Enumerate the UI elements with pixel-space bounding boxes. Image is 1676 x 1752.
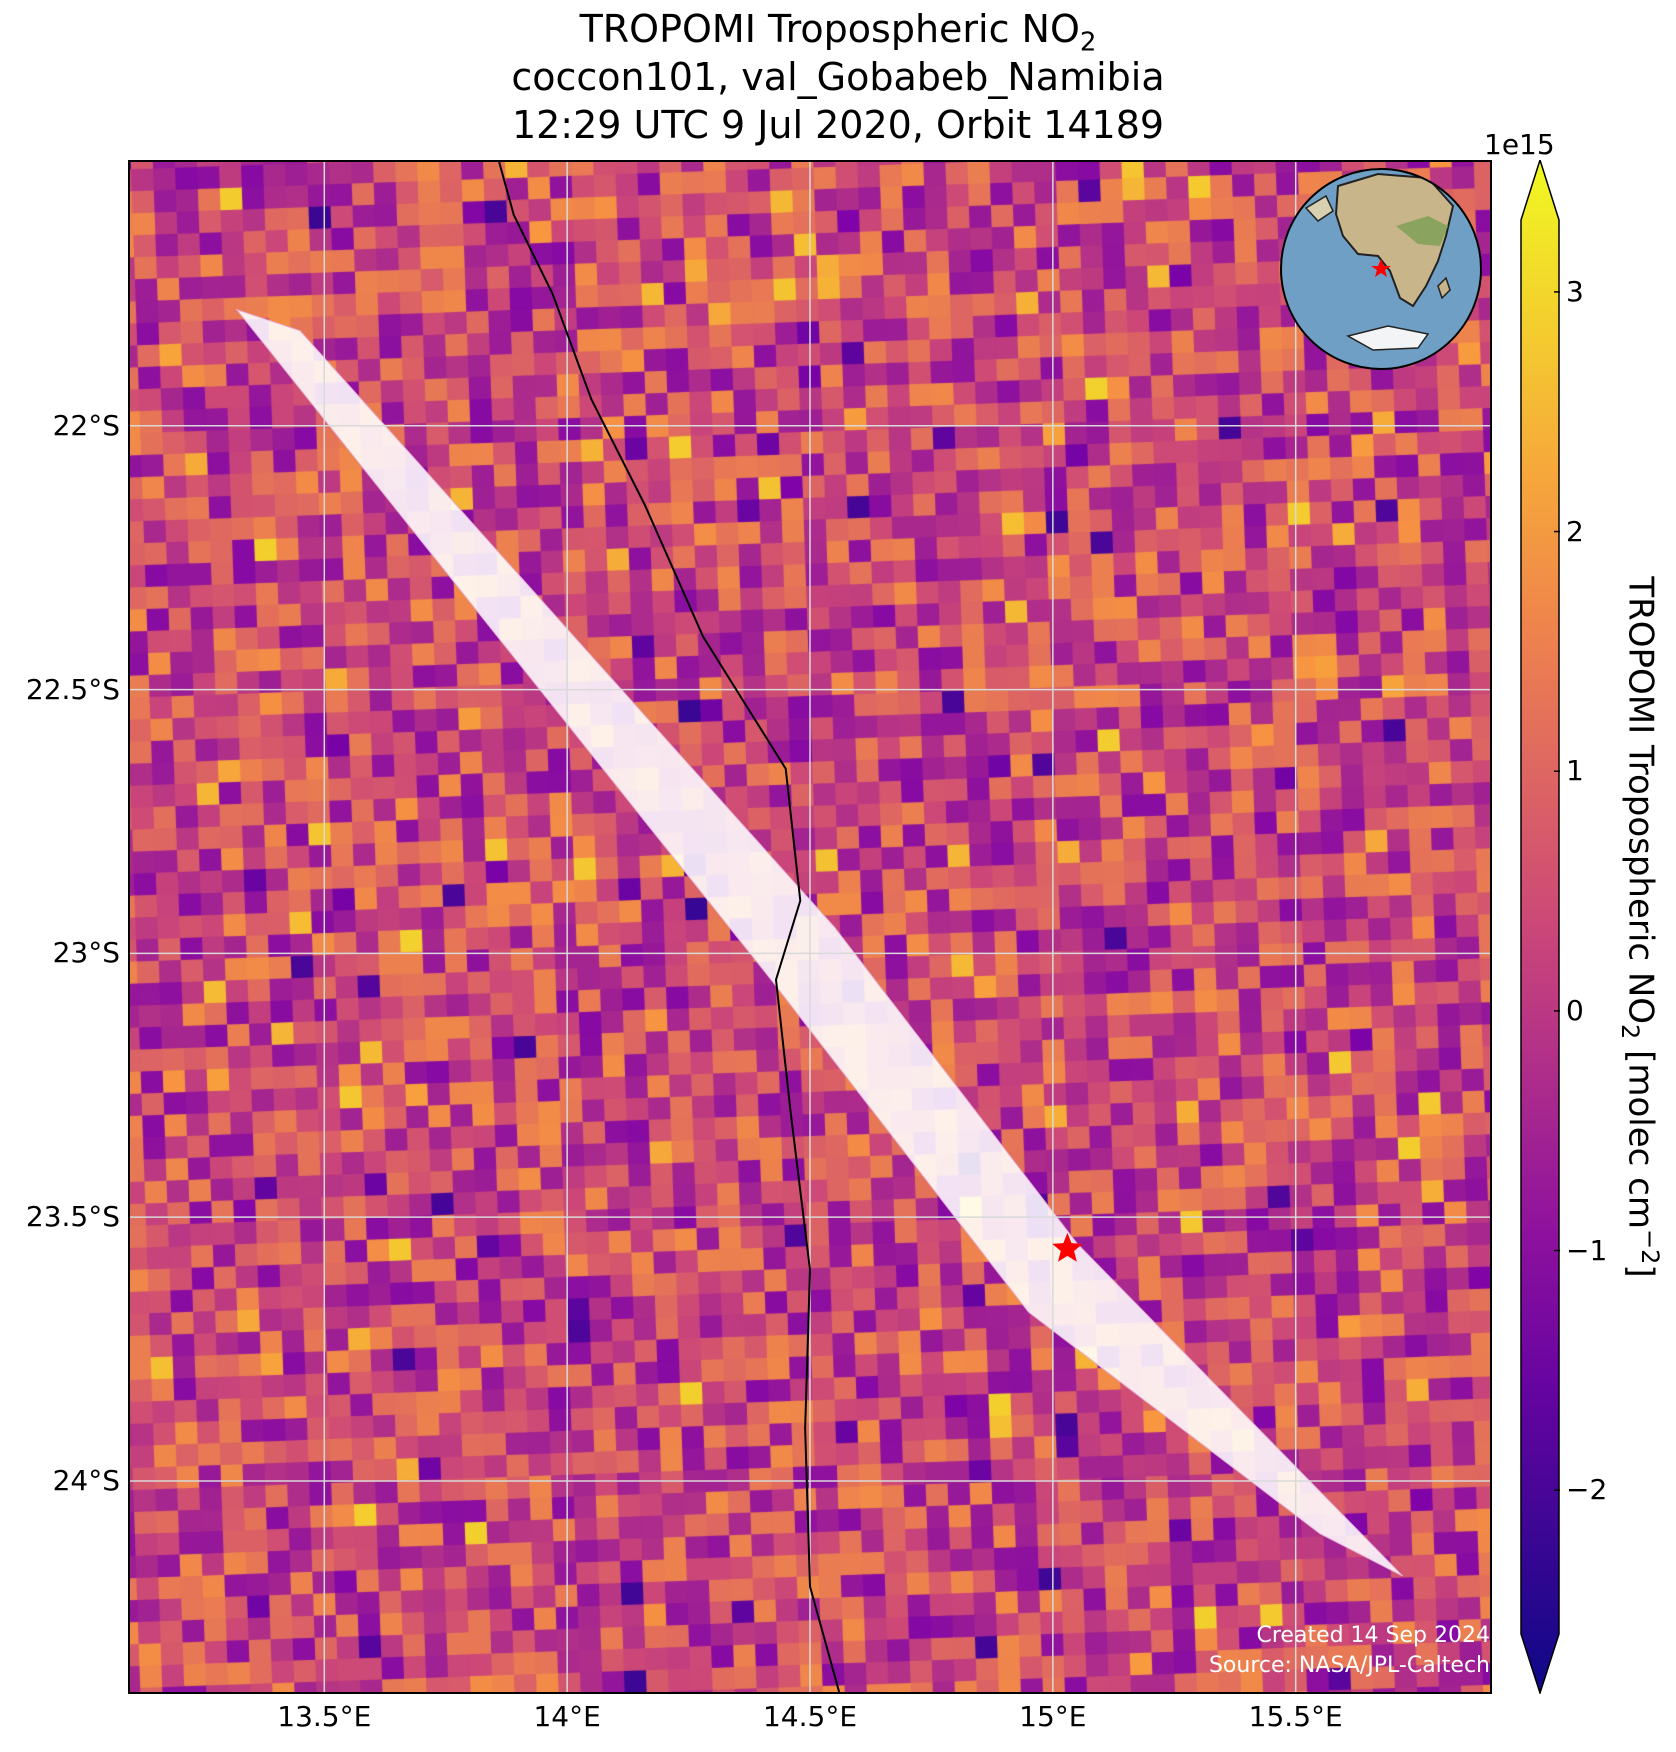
lat-tick-label: 23°S: [52, 936, 120, 970]
lat-tick-label: 22.5°S: [25, 672, 120, 706]
station-star-icon: [1052, 1232, 1083, 1262]
lon-tick-label: 15.5°E: [1248, 1700, 1343, 1733]
colorbar: [1520, 160, 1560, 1694]
coastline: [498, 162, 841, 1692]
cb-label-suffix: ]: [1620, 1264, 1661, 1278]
lat-tick-label: 22°S: [52, 408, 120, 442]
lon-tick-label: 15°E: [1019, 1700, 1087, 1733]
colorbar-label: TROPOMI Tropospheric NO2 [molec cm−2]: [1616, 576, 1664, 1277]
chart-title-line-3: 12:29 UTC 9 Jul 2020, Orbit 14189: [511, 103, 1165, 147]
lon-tick-label: 13.5°E: [277, 1700, 372, 1733]
colorbar-gradient: [1520, 160, 1560, 1694]
cb-label-sub: 2: [1615, 1024, 1644, 1040]
credit-created: Created 14 Sep 2024: [1256, 1623, 1491, 1648]
cb-label-prefix: TROPOMI Tropospheric NO: [1620, 576, 1661, 1025]
lat-tick-label: 24°S: [52, 1463, 120, 1497]
title-prefix: TROPOMI Tropospheric NO: [579, 7, 1080, 51]
lat-tick-label: 23.5°S: [25, 1200, 120, 1234]
lon-tick-label: 14.5°E: [762, 1700, 858, 1733]
chart-title-line-1: TROPOMI Tropospheric NO2: [0, 8, 1676, 64]
cb-label-sup: −2: [1636, 1228, 1665, 1265]
chart-title-line-2: coccon101, val_Gobabeb_Namibia: [511, 55, 1165, 99]
map-panel[interactable]: Created 14 Sep 2024 Source: NASA/JPL-Cal…: [128, 160, 1492, 1694]
title-subscript: 2: [1079, 27, 1097, 58]
cb-label-mid: [molec cm: [1620, 1039, 1661, 1229]
colorbar-exponent: 1e15: [1484, 128, 1555, 161]
colorbar-tick-label: 2: [1566, 514, 1584, 548]
credit-source: Source: NASA/JPL-Caltech: [1208, 1653, 1490, 1678]
globe-station-star-icon: [1371, 259, 1391, 277]
colorbar-tick-label: 3: [1566, 274, 1584, 308]
lon-tick-label: 14°E: [533, 1700, 601, 1733]
colorbar-tick-label: 0: [1566, 993, 1584, 1027]
colorbar-tick-label: −2: [1566, 1473, 1608, 1507]
globe-africa-icon: [1280, 168, 1482, 370]
satellite-footprint-swath: [235, 308, 1403, 1577]
colorbar-tick-label: −1: [1566, 1233, 1608, 1267]
colorbar-tick-label: 1: [1566, 754, 1584, 788]
map-overlay: [130, 162, 1490, 1692]
